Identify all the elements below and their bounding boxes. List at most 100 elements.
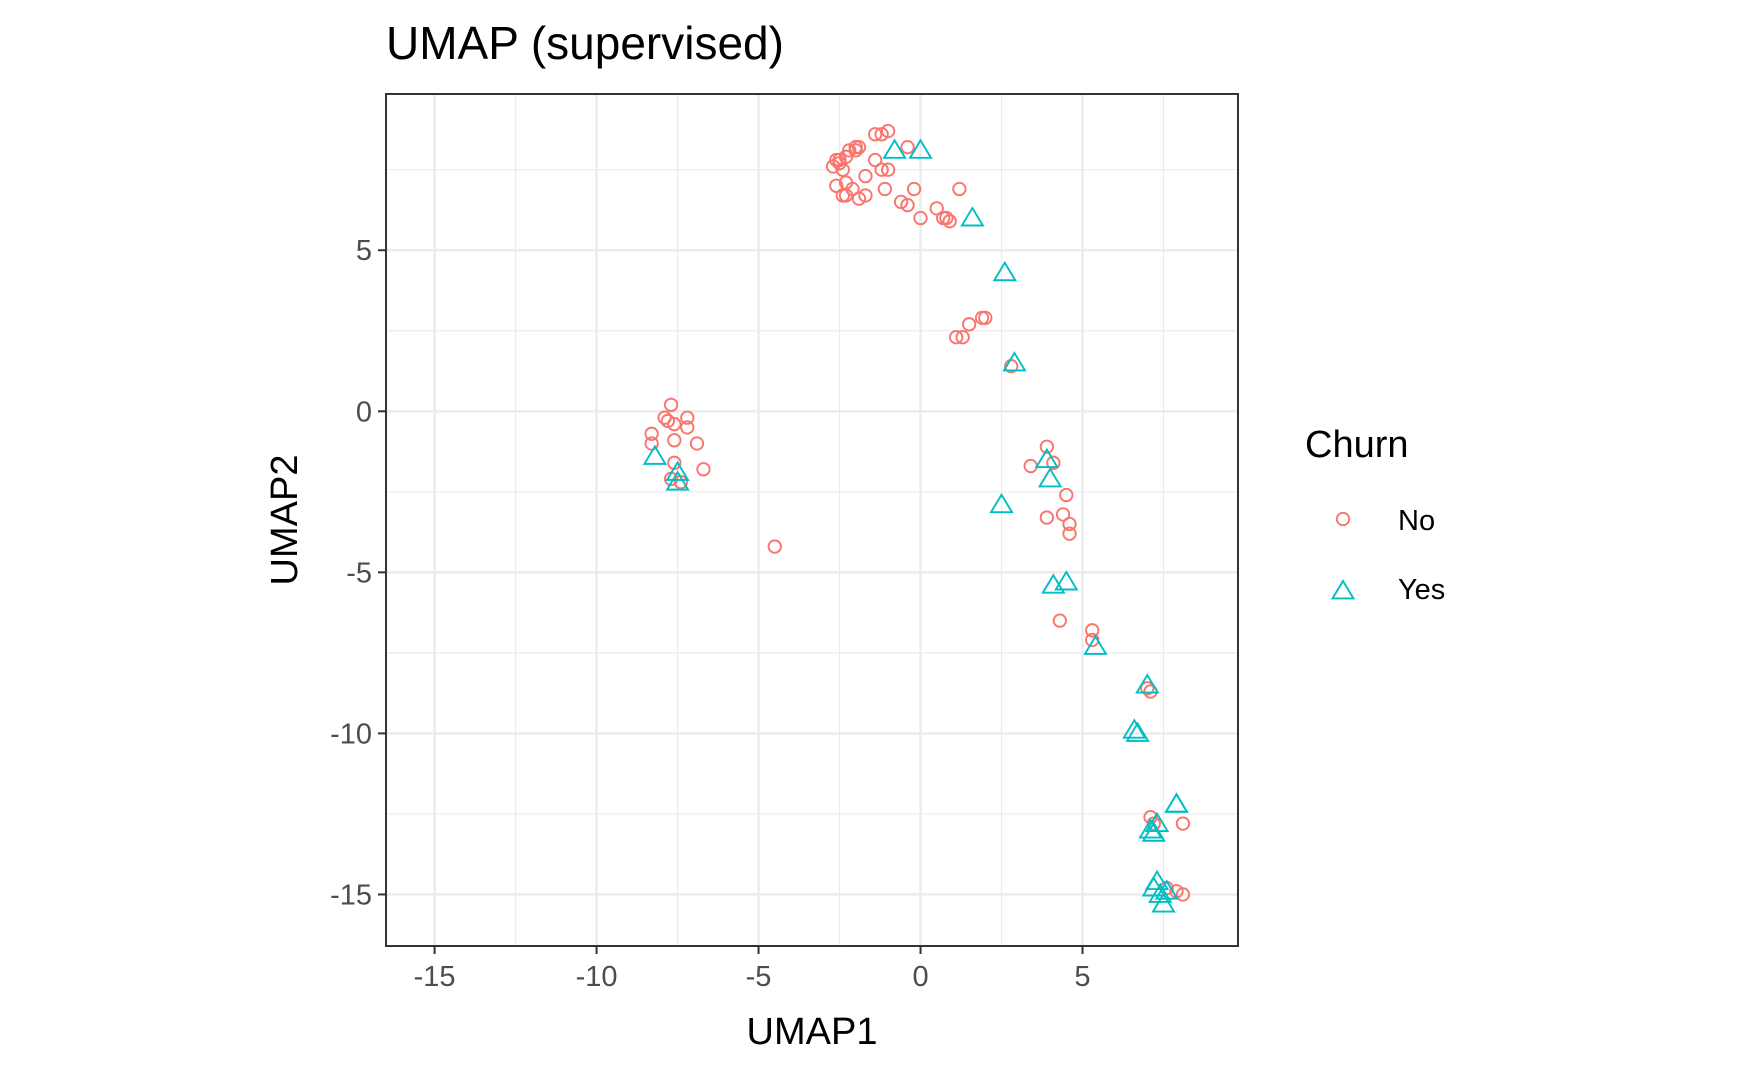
point-no xyxy=(868,152,883,168)
panel-background xyxy=(386,94,1238,946)
series-yes xyxy=(642,138,1189,913)
point-no xyxy=(929,201,944,216)
x-tick-label: -5 xyxy=(746,961,772,993)
point-yes xyxy=(908,138,933,159)
legend-label-no: No xyxy=(1398,505,1435,537)
point-no xyxy=(913,210,928,226)
point-no xyxy=(906,181,922,197)
point-yes xyxy=(989,492,1014,514)
minor-gridlines xyxy=(386,94,1238,946)
point-no xyxy=(1039,439,1055,454)
y-axis-ticks: 5 0 -5 -10 -15 xyxy=(330,235,386,911)
point-no xyxy=(900,197,915,213)
point-no xyxy=(1175,887,1191,902)
point-yes xyxy=(1083,634,1108,655)
point-no xyxy=(978,310,993,326)
point-yes xyxy=(1125,721,1150,742)
point-no xyxy=(851,139,867,155)
point-no xyxy=(1052,613,1067,628)
legend-label-yes: Yes xyxy=(1398,574,1445,606)
point-no xyxy=(845,181,860,197)
y-tick-label: 5 xyxy=(356,235,372,267)
legend-items: No Yes xyxy=(1330,505,1445,606)
point-no xyxy=(767,539,782,554)
point-no xyxy=(667,433,682,448)
point-yes xyxy=(1054,570,1079,591)
point-no xyxy=(680,420,695,435)
point-no xyxy=(689,436,705,451)
point-no xyxy=(680,410,695,425)
point-yes xyxy=(665,460,690,481)
point-yes xyxy=(1141,821,1166,842)
point-yes xyxy=(1037,467,1063,488)
point-no xyxy=(955,330,970,345)
point-yes xyxy=(1148,882,1173,903)
point-no xyxy=(663,397,679,412)
point-no xyxy=(657,410,672,425)
plot-panel xyxy=(385,93,1239,947)
point-no xyxy=(880,123,896,139)
point-no xyxy=(1085,623,1100,638)
point-no xyxy=(1140,681,1155,696)
x-tick-label: 5 xyxy=(1074,961,1090,993)
point-no xyxy=(829,178,844,193)
point-no xyxy=(942,214,957,229)
point-yes xyxy=(992,260,1017,282)
legend-key-no xyxy=(1335,511,1351,527)
major-gridlines xyxy=(386,94,1238,946)
panel-border xyxy=(385,93,1239,947)
point-yes xyxy=(1002,351,1027,372)
point-no xyxy=(696,462,711,477)
point-yes xyxy=(665,470,690,491)
point-no xyxy=(874,162,889,177)
series-no xyxy=(644,123,1191,902)
point-no xyxy=(1055,507,1071,522)
point-yes xyxy=(642,444,668,465)
point-no xyxy=(858,188,873,203)
point-no xyxy=(832,152,847,168)
point-no xyxy=(952,181,967,197)
x-tick-label: 0 xyxy=(912,961,928,993)
point-no xyxy=(1059,487,1074,503)
point-no xyxy=(900,139,915,155)
point-no xyxy=(858,168,873,184)
chart-title: UMAP (supervised) xyxy=(386,17,784,69)
y-tick-label: -15 xyxy=(330,879,372,911)
legend-key-yes xyxy=(1330,579,1356,600)
point-yes xyxy=(882,138,907,159)
x-axis-ticks: -15 -10 -5 0 5 xyxy=(414,946,1091,993)
point-no xyxy=(848,143,863,158)
point-yes xyxy=(1151,892,1176,913)
point-no xyxy=(949,330,964,345)
y-tick-label: -10 xyxy=(330,718,372,750)
x-tick-label: -10 xyxy=(576,961,618,993)
point-no xyxy=(667,417,682,432)
legend-title: Churn xyxy=(1305,424,1409,466)
point-no xyxy=(1062,526,1077,541)
y-axis-title: UMAP2 xyxy=(264,455,306,586)
y-tick-label: -5 xyxy=(346,557,372,589)
point-yes xyxy=(960,206,985,227)
point-no xyxy=(835,162,850,177)
y-tick-label: 0 xyxy=(356,396,372,428)
point-yes xyxy=(1164,792,1189,813)
data-points xyxy=(642,123,1191,913)
point-no xyxy=(880,162,896,177)
point-no xyxy=(1039,510,1055,525)
x-axis-title: UMAP1 xyxy=(747,1011,878,1053)
point-yes xyxy=(1138,818,1163,839)
x-tick-label: -15 xyxy=(414,961,456,993)
point-yes xyxy=(1135,673,1160,694)
point-no xyxy=(877,181,893,197)
point-no xyxy=(961,317,977,332)
point-no xyxy=(939,210,954,226)
point-no xyxy=(1046,455,1061,470)
point-yes xyxy=(1122,718,1147,739)
point-no xyxy=(1062,516,1077,532)
point-yes xyxy=(1034,447,1060,469)
point-no xyxy=(644,426,659,441)
point-no xyxy=(644,436,659,451)
point-no xyxy=(1175,816,1191,831)
point-no xyxy=(868,127,883,142)
